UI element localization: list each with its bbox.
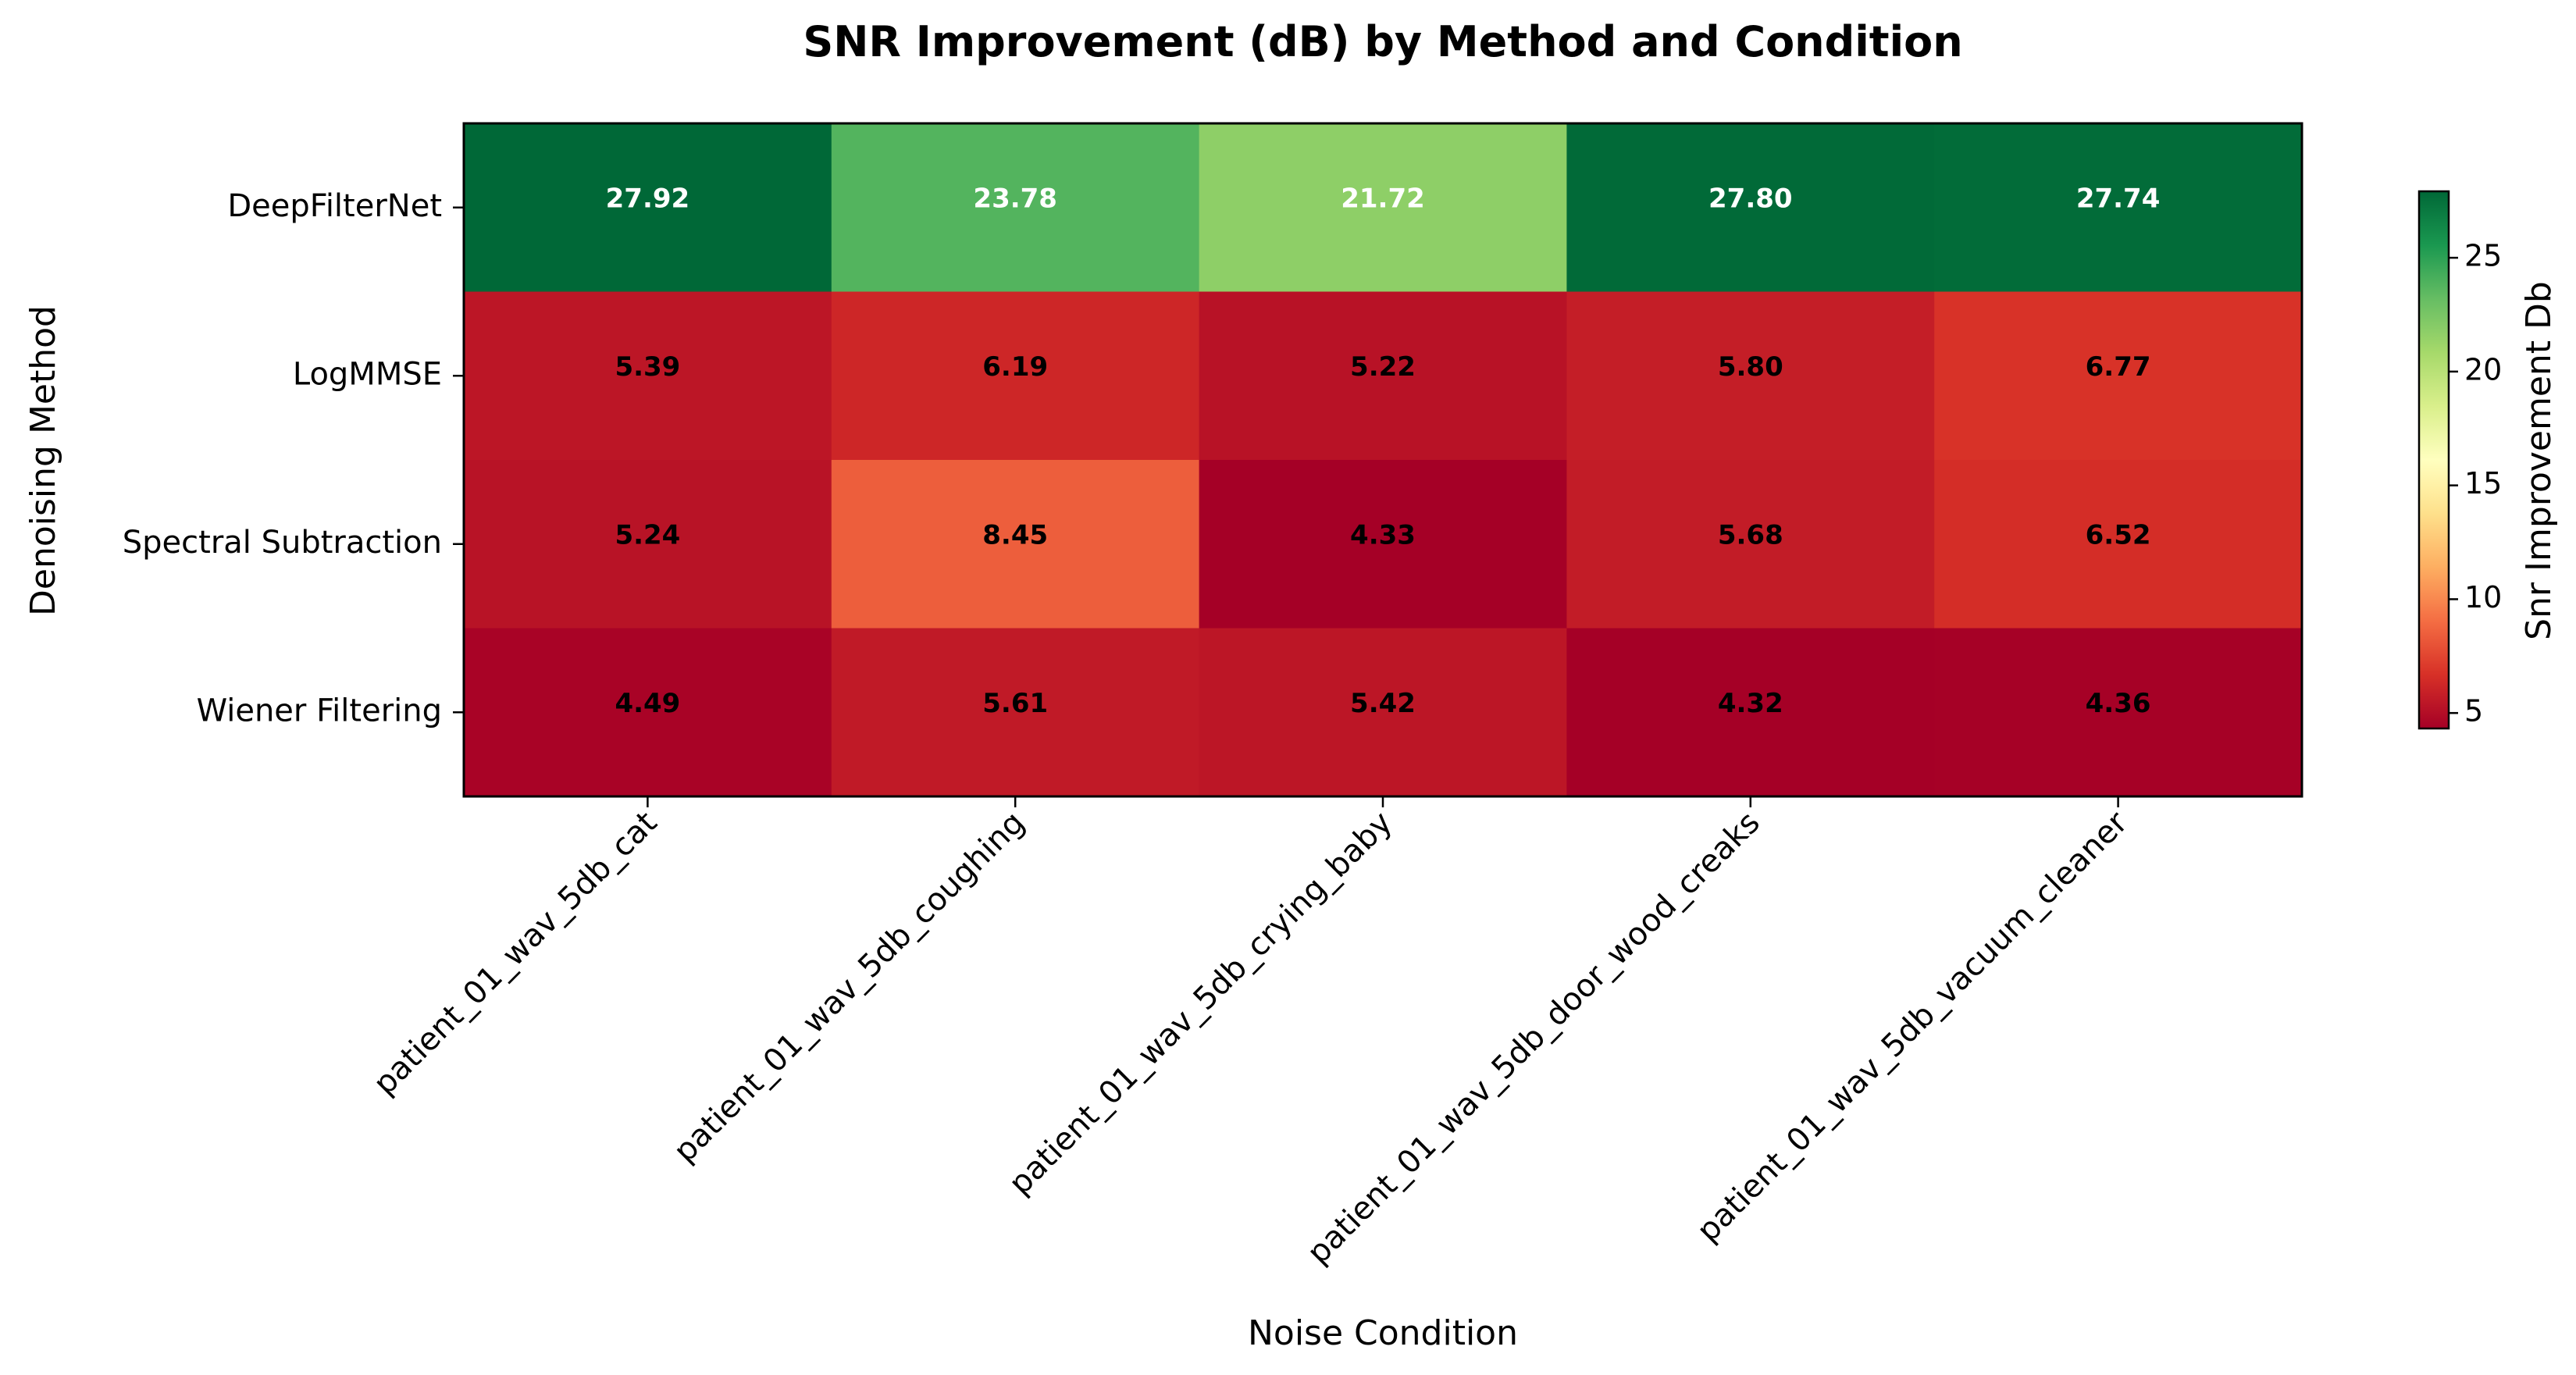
y-tick-label: DeepFilterNet (227, 188, 442, 224)
cell-value-label: 6.19 (982, 351, 1048, 383)
heatmap-cell (1199, 291, 1567, 461)
heatmap-cell (1566, 628, 1935, 797)
colorbar-tick-label: 5 (2464, 694, 2483, 728)
colorbar-tick-label: 20 (2464, 352, 2502, 386)
cell-value-label: 5.80 (1718, 351, 1783, 383)
y-tick-label: Spectral Subtraction (123, 525, 442, 561)
colorbar-tick-label: 25 (2464, 239, 2502, 273)
x-axis-label: Noise Condition (1248, 1313, 1518, 1353)
x-tick-label: patient_01_wav_5db_vacuum_cleaner (1691, 804, 2136, 1249)
colorbar-tick-label: 15 (2464, 466, 2502, 500)
x-tick-label: patient_01_wav_5db_cat (367, 805, 664, 1102)
heatmap-cell (1566, 123, 1935, 292)
heatmap-cell (1199, 123, 1567, 292)
colorbar-tick-label: 10 (2464, 580, 2502, 614)
heatmap-cell (1934, 460, 2303, 629)
cell-value-label: 23.78 (973, 183, 1057, 214)
heatmap-cell (1199, 460, 1567, 629)
heatmap-cell (831, 628, 1200, 797)
cell-value-labels: 27.92 23.78 21.72 27.80 27.74 5.39 6.19 5.22 5.8… (606, 183, 2161, 719)
cell-value-label: 4.36 (2086, 688, 2151, 719)
cell-value-label: 5.22 (1350, 351, 1416, 383)
heatmap-cell (464, 123, 832, 292)
cell-value-label: 27.80 (1708, 183, 1793, 214)
heatmap-cell (1934, 628, 2303, 797)
x-tick-label: patient_01_wav_5db_door_wood_creaks (1300, 805, 1766, 1271)
colorbar (2417, 190, 2450, 730)
cell-value-label: 27.92 (606, 183, 690, 214)
chart-title: SNR Improvement (dB) by Method and Condi… (803, 17, 1962, 66)
heatmap-cell (831, 123, 1200, 292)
heatmap-cell (1566, 460, 1935, 629)
heatmap-cell (464, 460, 832, 629)
heatmap-cell (1199, 628, 1567, 797)
heatmap-cell (831, 460, 1200, 629)
y-axis-ticks: DeepFilterNet LogMMSE Spectral Subtraction… (123, 188, 464, 728)
cell-value-label: 5.39 (615, 351, 680, 383)
y-axis-label: Denoising Method (23, 305, 63, 616)
cell-value-label: 8.45 (982, 519, 1048, 550)
heatmap-cell (1934, 123, 2303, 292)
heatmap-cell (1934, 291, 2303, 461)
x-tick-label: patient_01_wav_5db_crying_baby (1002, 805, 1399, 1202)
heatmap-cell (464, 291, 832, 461)
colorbar-ticks: 5 10 15 20 25 (2449, 239, 2502, 728)
cell-value-label: 5.68 (1718, 519, 1783, 550)
y-tick-label: LogMMSE (293, 356, 442, 392)
cell-value-label: 4.32 (1718, 688, 1783, 719)
heatmap-cells (464, 123, 2303, 797)
cell-value-label: 6.77 (2086, 351, 2151, 383)
x-axis-ticks: patient_01_wav_5db_cat patient_01_wav_5db… (367, 796, 2135, 1271)
colorbar-label: Snr Improvement Db (2519, 281, 2559, 640)
cell-value-label: 27.74 (2076, 183, 2161, 214)
cell-value-label: 5.61 (982, 688, 1048, 719)
cell-value-label: 21.72 (1341, 183, 1425, 214)
heatmap-cell (831, 291, 1200, 461)
cell-value-label: 5.42 (1350, 688, 1416, 719)
x-tick-label: patient_01_wav_5db_coughing (667, 805, 1031, 1170)
cell-value-label: 6.52 (2086, 519, 2151, 550)
cell-value-label: 4.33 (1350, 519, 1416, 550)
y-tick-label: Wiener Filtering (197, 693, 442, 728)
heatmap-cell (1566, 291, 1935, 461)
heatmap-cell (464, 628, 832, 797)
cell-value-label: 5.24 (615, 519, 680, 550)
cell-value-label: 4.49 (615, 688, 680, 719)
